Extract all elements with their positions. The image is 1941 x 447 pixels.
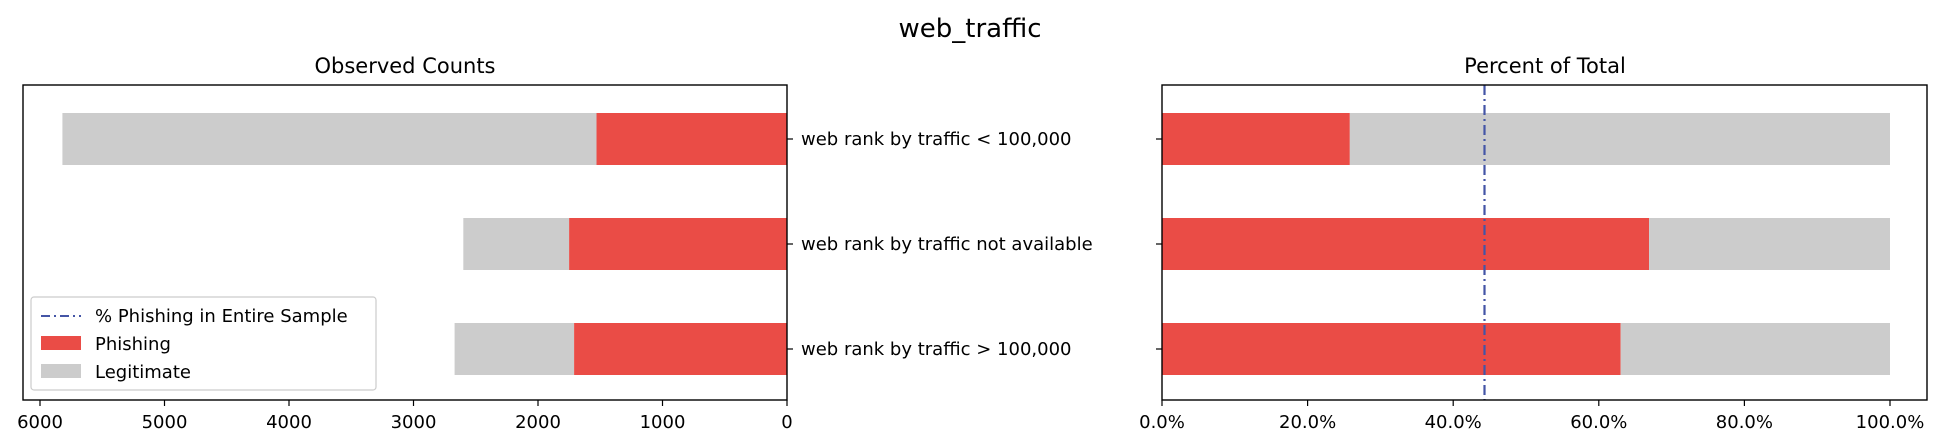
left-y-axis: web rank by traffic < 100,000 web rank by… <box>787 129 1093 360</box>
category-label: web rank by traffic not available <box>801 234 1093 255</box>
bar-phishing-percent <box>1162 323 1621 375</box>
left-x-axis: 6000 5000 4000 3000 2000 1000 0 <box>17 400 793 433</box>
right-x-axis: 0.0% 20.0% 40.0% 60.0% 80.0% 100.0% <box>1139 400 1924 433</box>
bar-phishing-percent <box>1162 218 1650 270</box>
x-tick-label: 100.0% <box>1856 412 1925 433</box>
x-tick-label: 40.0% <box>1425 412 1482 433</box>
right-bars <box>1162 113 1890 375</box>
x-tick-label: 0 <box>781 412 792 433</box>
left-plot-frame <box>22 84 788 401</box>
x-tick-label: 5000 <box>142 412 188 433</box>
right-panel-title: Percent of Total <box>1464 54 1626 78</box>
legend-label-legitimate: Legitimate <box>95 362 191 383</box>
legend-label-reference: % Phishing in Entire Sample <box>95 306 348 327</box>
right-plot-frame <box>1161 84 1928 401</box>
bar-phishing-count <box>574 323 787 375</box>
bar-phishing-count <box>569 218 787 270</box>
x-tick-label: 80.0% <box>1716 412 1773 433</box>
bar-legitimate-percent <box>1649 218 1890 270</box>
x-tick-label: 0.0% <box>1139 412 1185 433</box>
category-label: web rank by traffic < 100,000 <box>801 129 1071 150</box>
category-label: web rank by traffic > 100,000 <box>801 339 1071 360</box>
figure-title: web_traffic <box>898 14 1041 44</box>
x-tick-label: 1000 <box>640 412 686 433</box>
left-panel: Observed Counts 6000 5000 4000 3000 2000 1000… <box>17 54 1093 433</box>
left-panel-title: Observed Counts <box>314 54 495 78</box>
x-tick-label: 20.0% <box>1279 412 1336 433</box>
bar-legitimate-percent <box>1620 323 1890 375</box>
bar-legitimate-percent <box>1349 113 1890 165</box>
bar-legitimate-count <box>463 218 570 270</box>
legend-box <box>30 296 377 391</box>
legend-label-phishing: Phishing <box>95 334 171 355</box>
x-tick-label: 3000 <box>391 412 437 433</box>
x-tick-label: 4000 <box>266 412 312 433</box>
bar-legitimate-count <box>62 113 597 165</box>
legend: % Phishing in Entire Sample Phishing Leg… <box>30 296 377 391</box>
x-tick-label: 6000 <box>17 412 63 433</box>
bar-legitimate-count <box>454 323 575 375</box>
x-tick-label: 2000 <box>515 412 561 433</box>
bar-phishing-count <box>596 113 787 165</box>
left-bars <box>62 113 787 375</box>
bar-phishing-percent <box>1162 113 1350 165</box>
x-tick-label: 60.0% <box>1570 412 1627 433</box>
right-y-axis <box>1156 138 1162 350</box>
right-panel: Percent of Total 0.0% 20.0% 40.0% 60.0% 80.0… <box>1139 54 1928 433</box>
legend-phishing-swatch <box>41 336 81 350</box>
legend-legitimate-swatch <box>41 364 81 378</box>
